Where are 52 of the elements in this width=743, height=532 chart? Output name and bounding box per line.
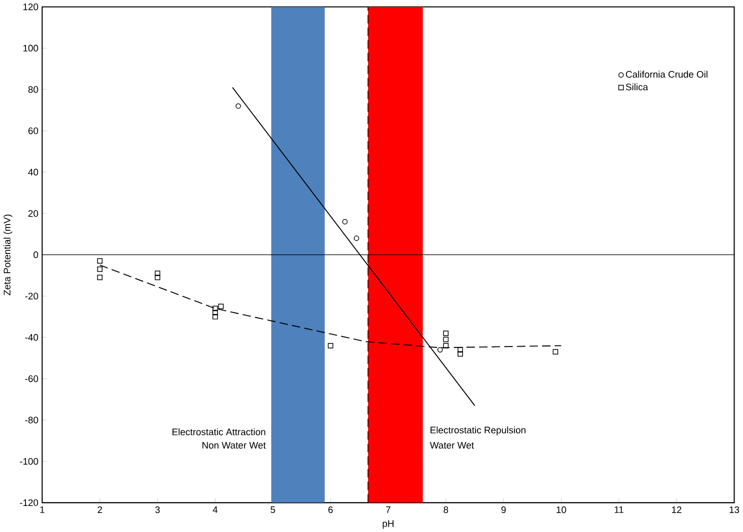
annotation: Water Wet <box>430 442 474 448</box>
point <box>212 306 218 312</box>
point <box>443 336 449 342</box>
y-axis-title: Zeta Potential (mV) <box>4 214 12 296</box>
x-tick-label: 13 <box>730 506 740 513</box>
point <box>212 310 218 316</box>
y-tick-label: 120 <box>23 3 38 10</box>
point <box>354 235 360 241</box>
x-tick-label: 2 <box>98 506 102 513</box>
point <box>458 351 463 356</box>
legend-label: California Crude Oil <box>626 70 708 78</box>
point <box>154 270 160 276</box>
y-tick-label: 40 <box>28 168 38 176</box>
point <box>458 346 463 352</box>
point <box>328 342 334 348</box>
x-tick-label: 3 <box>155 506 160 513</box>
point <box>97 274 103 280</box>
y-tick-label: 80 <box>28 86 38 93</box>
point <box>154 274 160 280</box>
legend-label: Silica <box>626 83 648 90</box>
y-tick-label: 20 <box>28 210 38 217</box>
y-tick-label: -100 <box>20 458 38 465</box>
point <box>97 258 103 264</box>
x-tick-label: 12 <box>672 506 682 513</box>
y-tick-label: 0 <box>34 251 38 258</box>
x-tick-label: 11 <box>614 506 624 513</box>
x-tick-label: 4 <box>212 506 218 513</box>
x-tick-label: 10 <box>556 506 566 513</box>
y-tick-label: -60 <box>25 375 38 382</box>
x-tick-label: 5 <box>270 506 276 513</box>
annotation: Electrostatic Attraction <box>172 428 266 436</box>
x-tick-label: 6 <box>328 506 333 513</box>
x-tick-label: 9 <box>501 506 506 513</box>
y-tick-label: 100 <box>23 44 38 52</box>
x-tick-label: 8 <box>444 506 448 513</box>
point <box>212 314 218 320</box>
point <box>236 103 241 109</box>
annotation: Non Water Wet <box>202 442 266 448</box>
y-tick-label: 60 <box>28 127 38 134</box>
point <box>443 330 449 336</box>
y-tick-label: -20 <box>25 292 38 300</box>
point <box>97 266 103 272</box>
y-tick-label: -120 <box>20 499 38 506</box>
point <box>342 218 348 224</box>
point <box>552 349 558 354</box>
x-axis-title: pH <box>382 520 394 529</box>
point <box>218 304 224 309</box>
y-tick-label: -40 <box>25 334 38 341</box>
annotation: Electrostatic Repulsion <box>430 426 526 436</box>
x-tick-label: 7 <box>386 506 390 513</box>
y-tick-label: -80 <box>25 416 38 424</box>
x-tick-label: 1 <box>40 506 44 513</box>
